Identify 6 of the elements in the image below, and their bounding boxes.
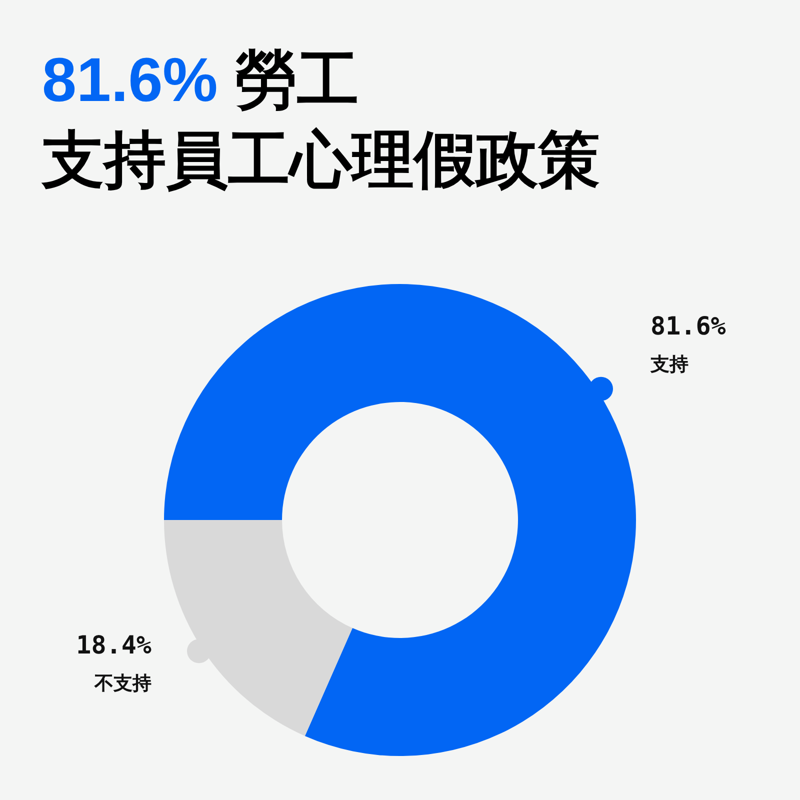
- data-label: 81.6%: [650, 311, 726, 340]
- slice-label: 支持: [650, 354, 689, 376]
- slice-label: 不支持: [94, 674, 152, 695]
- title: 81.6% 勞工: [42, 46, 360, 115]
- data-label: 18.4%: [76, 630, 152, 660]
- subtitle: 支持員工心理假政策: [42, 126, 600, 195]
